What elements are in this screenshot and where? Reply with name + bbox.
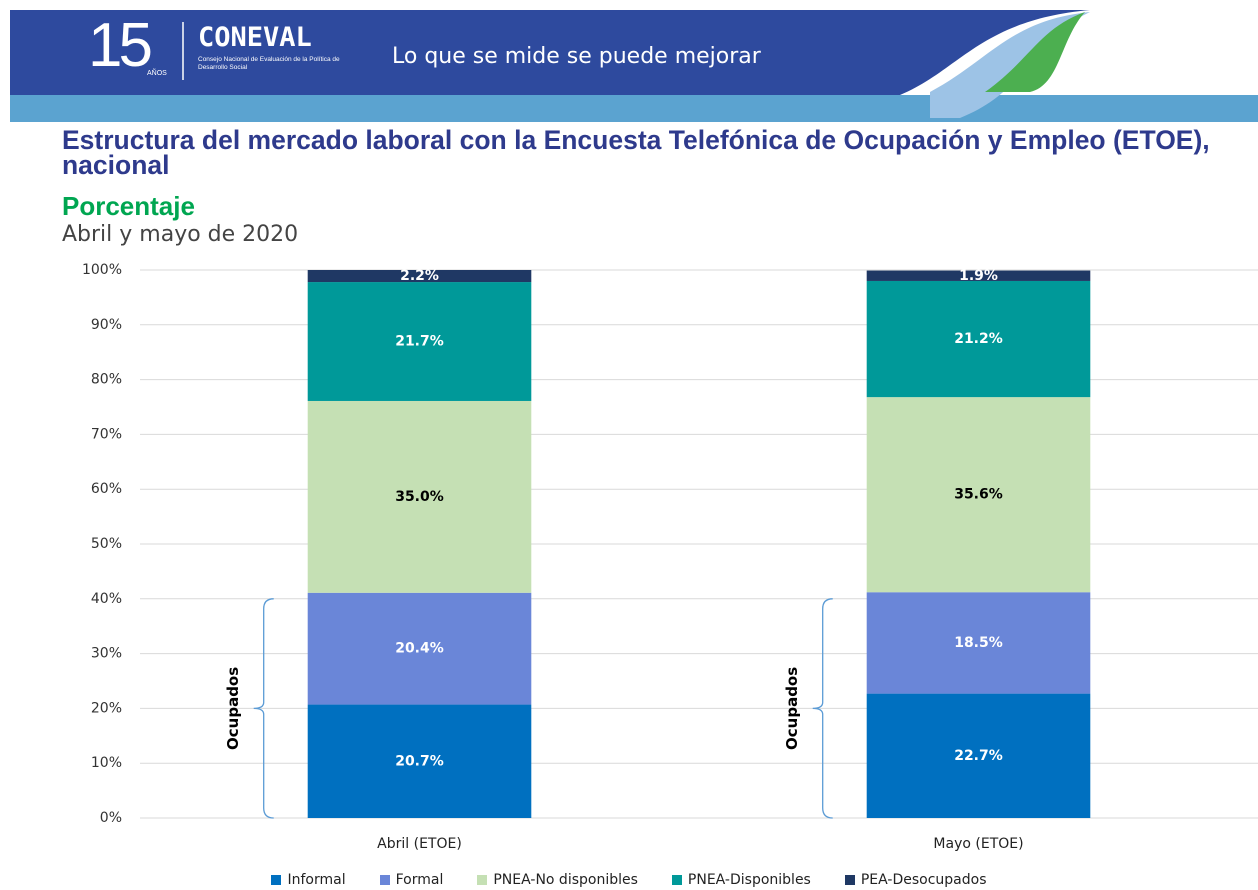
legend-label: Informal [287, 872, 346, 888]
bar-segment [307, 282, 532, 401]
legend: Informal Formal PNEA-No disponibles PNEA-Di… [0, 872, 1258, 888]
legend-label: PNEA-Disponibles [687, 872, 811, 888]
y-tick-label: 90% [91, 317, 122, 333]
bar-segment [866, 397, 1091, 593]
y-tick-label: 60% [91, 481, 122, 497]
bar-segment [307, 704, 532, 818]
x-tick-label: Abril (ETOE) [377, 836, 462, 852]
chart: 0% 10% 20% 30% 40% 50% 60% 70% 80% 90% 100% Abril (… [82, 262, 1258, 852]
data-label: 20.7% [395, 753, 444, 769]
legend-item: PNEA-No disponibles [477, 872, 638, 888]
header-band [10, 10, 1258, 122]
bar-segment [866, 693, 1091, 818]
data-label: 35.6% [954, 487, 1003, 503]
bar-segment [307, 400, 532, 593]
bar-segment [307, 270, 532, 283]
annotation: Ocupados [783, 667, 801, 750]
logo-number: 15 [88, 11, 153, 80]
y-tick-label: 70% [91, 426, 122, 442]
brand: CONEVAL [198, 22, 312, 53]
chart-subtitle: Porcentaje [62, 191, 195, 221]
x-tick-label: Mayo (ETOE) [933, 836, 1023, 852]
data-label: 21.7% [395, 334, 444, 350]
legend-label: Formal [395, 872, 444, 888]
slogan: Lo que se mide se puede mejorar [392, 44, 761, 69]
legend-label: PEA-Desocupados [860, 872, 987, 888]
swoosh-green [985, 12, 1085, 92]
legend-swatch [671, 875, 682, 885]
legend-swatch [271, 875, 282, 885]
data-label: 18.5% [954, 635, 1003, 651]
data-label: 1.9% [959, 268, 998, 284]
legend-item: Formal [379, 872, 444, 888]
logo-years: AÑOS [147, 70, 167, 77]
data-label: 22.7% [954, 748, 1003, 764]
y-tick-label: 80% [91, 372, 122, 388]
legend-swatch [477, 875, 488, 885]
chart-title: Estructura del mercado laboral con la En… [62, 125, 1210, 180]
data-label: 21.2% [954, 331, 1003, 347]
annotation: Ocupados [224, 667, 242, 750]
data-label: 35.0% [395, 489, 444, 505]
y-tick-label: 30% [91, 646, 122, 662]
y-tick-label: 50% [91, 536, 122, 552]
brand-subtitle: Consejo Nacional de Evaluación de la Pol… [198, 56, 340, 71]
y-tick-label: 40% [91, 591, 122, 607]
bar-segment [866, 592, 1091, 694]
legend-swatch [844, 875, 855, 885]
y-tick-label: 0% [100, 810, 122, 826]
data-label: 20.4% [395, 641, 444, 657]
bar-segment [307, 592, 532, 705]
legend-swatch [379, 875, 390, 885]
bar-segment [866, 280, 1091, 398]
y-tick-label: 20% [91, 700, 122, 716]
bar-segment [866, 270, 1091, 281]
legend-item: Informal [271, 872, 346, 888]
period: Abril y mayo de 2020 [62, 222, 299, 247]
y-tick-label: 10% [91, 755, 122, 771]
header-strip [10, 95, 1258, 122]
data-label: 2.2% [400, 268, 439, 284]
legend-item: PEA-Desocupados [844, 872, 987, 888]
brace [812, 598, 833, 819]
legend-label: PNEA-No disponibles [493, 872, 638, 888]
legend-item: PNEA-Disponibles [671, 872, 811, 888]
y-tick-label: 100% [82, 262, 122, 278]
brace [253, 598, 274, 819]
